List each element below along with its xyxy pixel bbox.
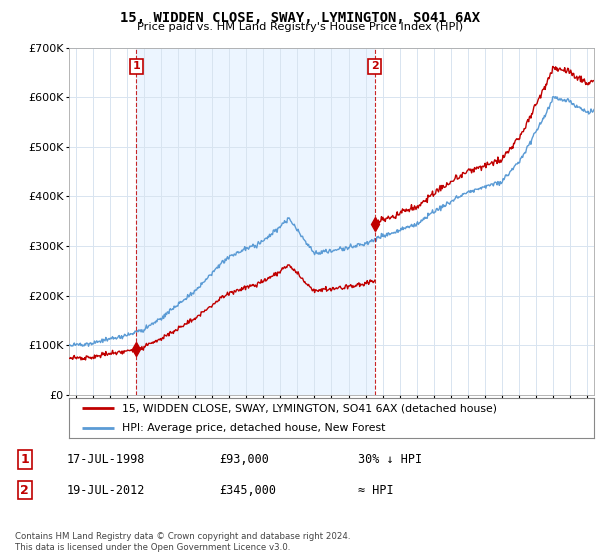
Text: 19-JUL-2012: 19-JUL-2012: [67, 483, 145, 497]
Bar: [136, 48, 375, 395]
Text: 2: 2: [20, 483, 29, 497]
Text: 1: 1: [20, 453, 29, 466]
Text: Price paid vs. HM Land Registry's House Price Index (HPI): Price paid vs. HM Land Registry's House …: [137, 22, 463, 32]
Text: 17-JUL-1998: 17-JUL-1998: [67, 453, 145, 466]
Text: £93,000: £93,000: [220, 453, 269, 466]
Text: 15, WIDDEN CLOSE, SWAY, LYMINGTON, SO41 6AX (detached house): 15, WIDDEN CLOSE, SWAY, LYMINGTON, SO41 …: [121, 404, 497, 413]
Text: 15, WIDDEN CLOSE, SWAY, LYMINGTON, SO41 6AX: 15, WIDDEN CLOSE, SWAY, LYMINGTON, SO41 …: [120, 11, 480, 25]
Text: 1: 1: [132, 62, 140, 72]
Text: £345,000: £345,000: [220, 483, 277, 497]
Text: ≈ HPI: ≈ HPI: [358, 483, 393, 497]
Text: 30% ↓ HPI: 30% ↓ HPI: [358, 453, 422, 466]
Text: HPI: Average price, detached house, New Forest: HPI: Average price, detached house, New …: [121, 423, 385, 433]
Text: 2: 2: [371, 62, 379, 72]
Text: Contains HM Land Registry data © Crown copyright and database right 2024.: Contains HM Land Registry data © Crown c…: [15, 532, 350, 541]
Text: This data is licensed under the Open Government Licence v3.0.: This data is licensed under the Open Gov…: [15, 543, 290, 552]
